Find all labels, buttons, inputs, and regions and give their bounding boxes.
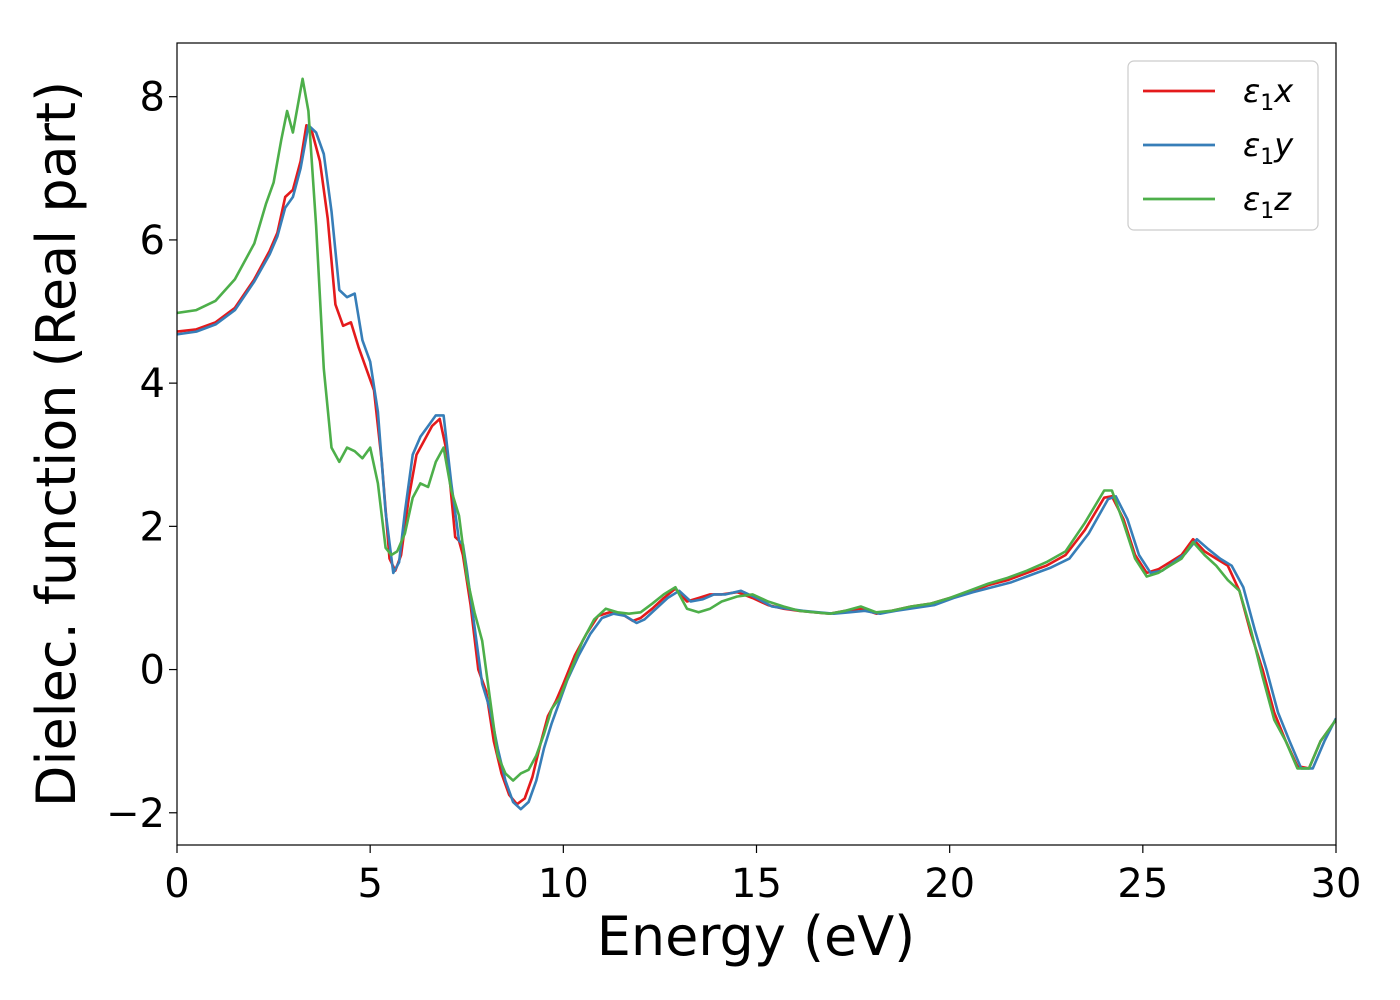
y-tick-label: 8	[140, 75, 165, 121]
legend: ε1x ε1y ε1z	[1127, 60, 1319, 231]
x-tick-label: 15	[731, 861, 782, 907]
y-tick-label: 4	[140, 361, 165, 407]
legend-label-3: ε1z	[1243, 180, 1292, 224]
series-layer	[177, 77, 1336, 811]
ticks-layer: 0 5 10 15 20 25 30 −2 0 2 4 6 8	[106, 75, 1361, 907]
x-tick-label: 25	[1117, 861, 1168, 907]
x-tick-label: 30	[1311, 861, 1362, 907]
y-tick-label: 0	[140, 648, 165, 694]
series-line-2	[177, 124, 1336, 811]
legend-box	[1127, 60, 1319, 231]
legend-label-2: ε1y	[1243, 126, 1294, 170]
legend-label-1: ε1x	[1243, 72, 1294, 116]
x-tick-label: 0	[164, 861, 189, 907]
series-line-3	[177, 77, 1336, 782]
x-tick-label: 5	[357, 861, 382, 907]
y-axis-title: Dielec. function (Real part)	[25, 81, 88, 807]
y-tick-label: 2	[140, 504, 165, 550]
y-tick-label: 6	[140, 218, 165, 264]
x-tick-label: 20	[924, 861, 975, 907]
y-tick-label: −2	[106, 791, 165, 837]
x-axis-title: Energy (eV)	[597, 905, 916, 968]
x-tick-label: 10	[538, 861, 589, 907]
